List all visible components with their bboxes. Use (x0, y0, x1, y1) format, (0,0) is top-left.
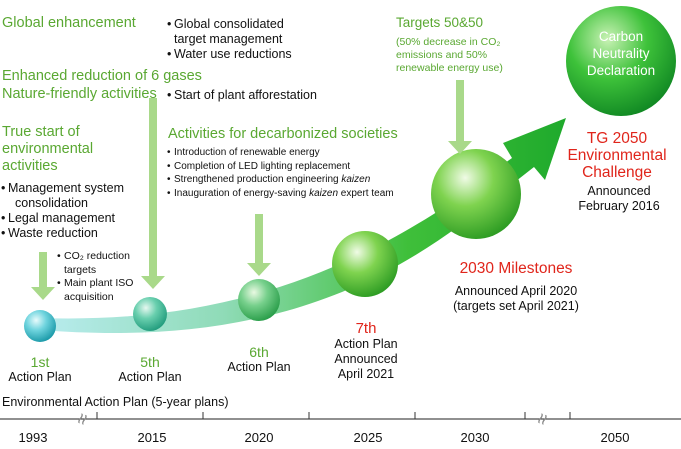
enhanced-list: Start of plant afforestation (167, 88, 347, 103)
eap-caption: Environmental Action Plan (5-year plans) (2, 395, 229, 409)
down-arrow-6th (247, 214, 271, 276)
plan-5th: 5th Action Plan (118, 354, 182, 384)
true-start-item-1: Management system (1, 181, 151, 196)
year-2050: 2050 (600, 430, 630, 445)
down-arrow-5th (141, 98, 165, 289)
decarb-item-4: Inauguration of energy-saving kaizen exp… (167, 187, 427, 201)
decarb-item-1: Introduction of renewable energy (167, 146, 427, 160)
year-2025: 2025 (353, 430, 383, 445)
global-item-1b: target management (174, 32, 283, 46)
decarb-item-2: Completion of LED lighting replacement (167, 160, 427, 174)
year-1993: 1993 (18, 430, 48, 445)
global-enhancement-title: Global enhancement (2, 15, 136, 31)
sphere-7th (332, 231, 398, 297)
down-arrows (31, 80, 472, 300)
tg2050-announced: Announced February 2016 (578, 184, 660, 213)
sphere-6th (238, 279, 280, 321)
true-start-item-2: Legal management (1, 211, 151, 226)
milestones-announced: Announced April 2020 (targets set April … (453, 284, 579, 313)
true-start-item-3: Waste reduction (1, 226, 151, 241)
down-arrow-targets (448, 80, 472, 154)
enhanced-item: Start of plant afforestation (167, 88, 347, 103)
year-2015: 2015 (137, 430, 167, 445)
plan-6th: 6th Action Plan (227, 344, 291, 374)
targets-desc: (50% decrease in CO₂ emissions and 50% r… (396, 36, 503, 74)
global-item-2: Water use reductions (167, 47, 337, 62)
plan-1st: 1st Action Plan (8, 354, 72, 384)
down-arrow-1st (31, 252, 55, 300)
decarb-title: Activities for decarbonized societies (168, 126, 398, 142)
sphere-5th (133, 297, 167, 331)
decarb-list: Introduction of renewable energy Complet… (167, 146, 427, 200)
first-note-1: CO₂ reduction (57, 250, 167, 264)
first-note-2b: acquisition (64, 290, 114, 303)
sphere-carbon-neutrality (566, 6, 676, 116)
year-2030: 2030 (460, 430, 490, 445)
milestones-title: 2030 Milestones (459, 260, 573, 277)
decarb-item-3: Strengthened production engineering kaiz… (167, 173, 427, 187)
axis-ticks (96, 412, 571, 419)
first-plan-notes: CO₂ reduction targets Main plant ISO acq… (57, 250, 167, 304)
main-progress-arrow (40, 118, 566, 334)
targets-title: Targets 50&50 (396, 15, 484, 30)
plan-7th: 7th Action Plan Announced April 2021 (334, 320, 398, 381)
global-enhancement-list: Global consolidated target management Wa… (167, 17, 337, 62)
true-start-item-1b: consolidation (15, 196, 88, 210)
sphere-1st (24, 310, 56, 342)
true-start-title: True start of environmental activities (2, 124, 94, 174)
enhanced-title: Enhanced reduction of 6 gases Nature-fri… (2, 68, 202, 102)
first-note-1b: targets (64, 263, 97, 276)
true-start-list: Management system consolidation Legal ma… (1, 181, 151, 241)
tg2050-title: TG 2050 Environmental Challenge (567, 130, 667, 181)
first-note-2: Main plant ISO (57, 277, 167, 291)
sphere-2030 (431, 149, 521, 239)
global-item-1: Global consolidated (167, 17, 337, 32)
carbon-neutrality-text: Carbon Neutrality Declaration (586, 29, 656, 78)
year-2020: 2020 (244, 430, 274, 445)
